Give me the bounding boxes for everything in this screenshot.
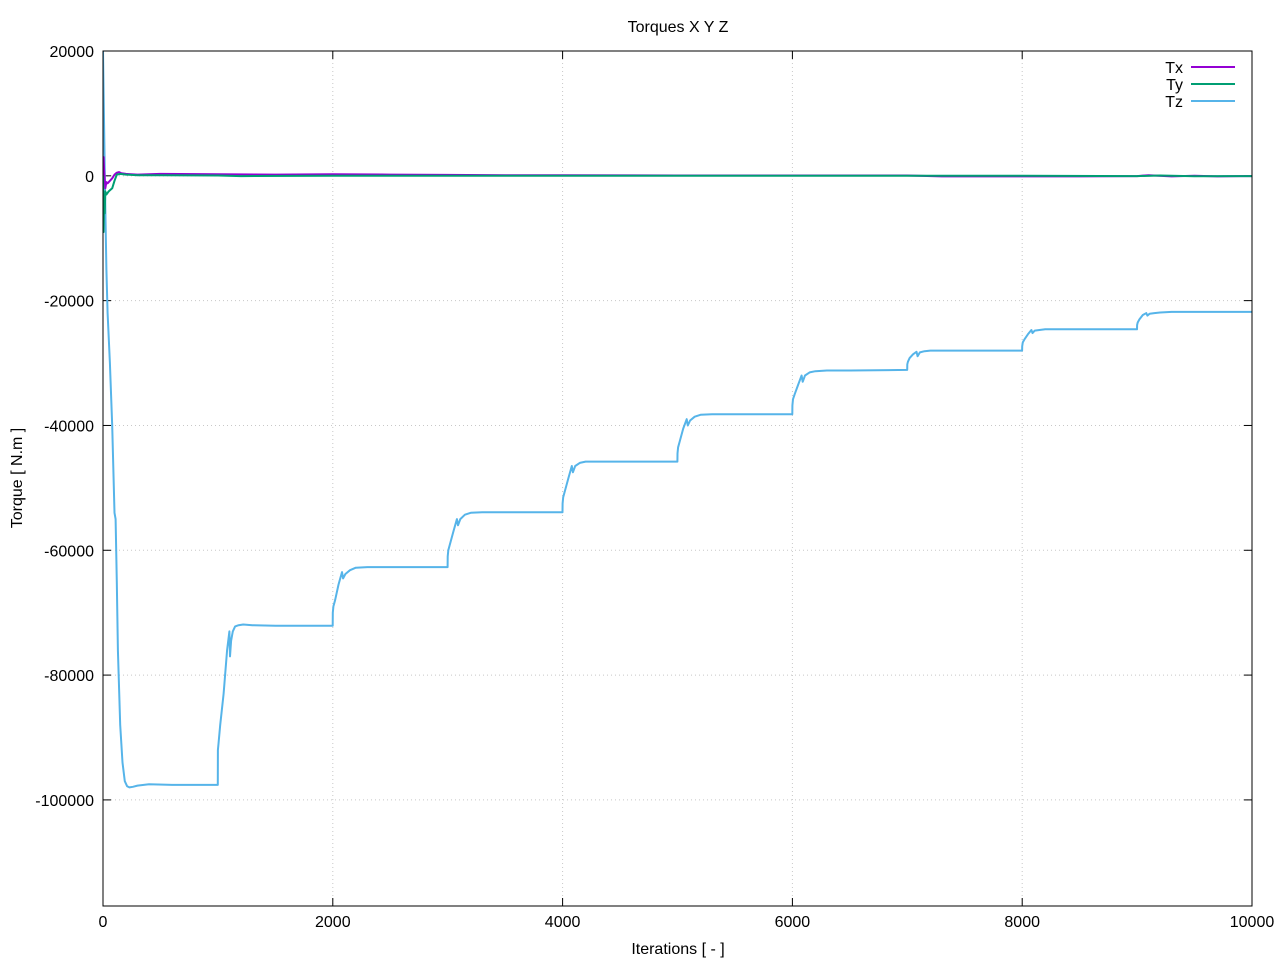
series-line-ty [103,172,1252,233]
x-tick-label: 10000 [1230,914,1275,931]
y-tick-label: -60000 [44,543,94,560]
x-tick-label: 6000 [775,914,811,931]
legend-label-tz: Tz [1165,94,1183,111]
legend-label-tx: Tx [1165,60,1183,77]
chart-title: Torques X Y Z [628,19,729,36]
legend-label-ty: Ty [1166,77,1183,94]
x-tick-label: 8000 [1004,914,1040,931]
plot-frame [102,50,1253,907]
x-tick-label: 2000 [315,914,351,931]
x-tick-label: 0 [99,914,108,931]
series-line-tz [103,51,1252,789]
y-tick-label: 0 [85,169,94,186]
y-tick-label: -20000 [44,294,94,311]
series-lines [103,51,1252,789]
y-tick-label: -100000 [35,793,94,810]
y-tick-label: -80000 [44,668,94,685]
x-axis-label: Iterations [ - ] [631,941,724,958]
x-tick-label: 4000 [545,914,581,931]
grid [103,51,1252,906]
axis-ticks: 0 2000 4000 6000 8000 10000 20000 0 -20000 -40000… [35,44,1274,931]
y-tick-label: 20000 [50,44,95,61]
y-tick-label: -40000 [44,418,94,435]
y-axis-label: Torque [ N.m ] [9,428,26,528]
